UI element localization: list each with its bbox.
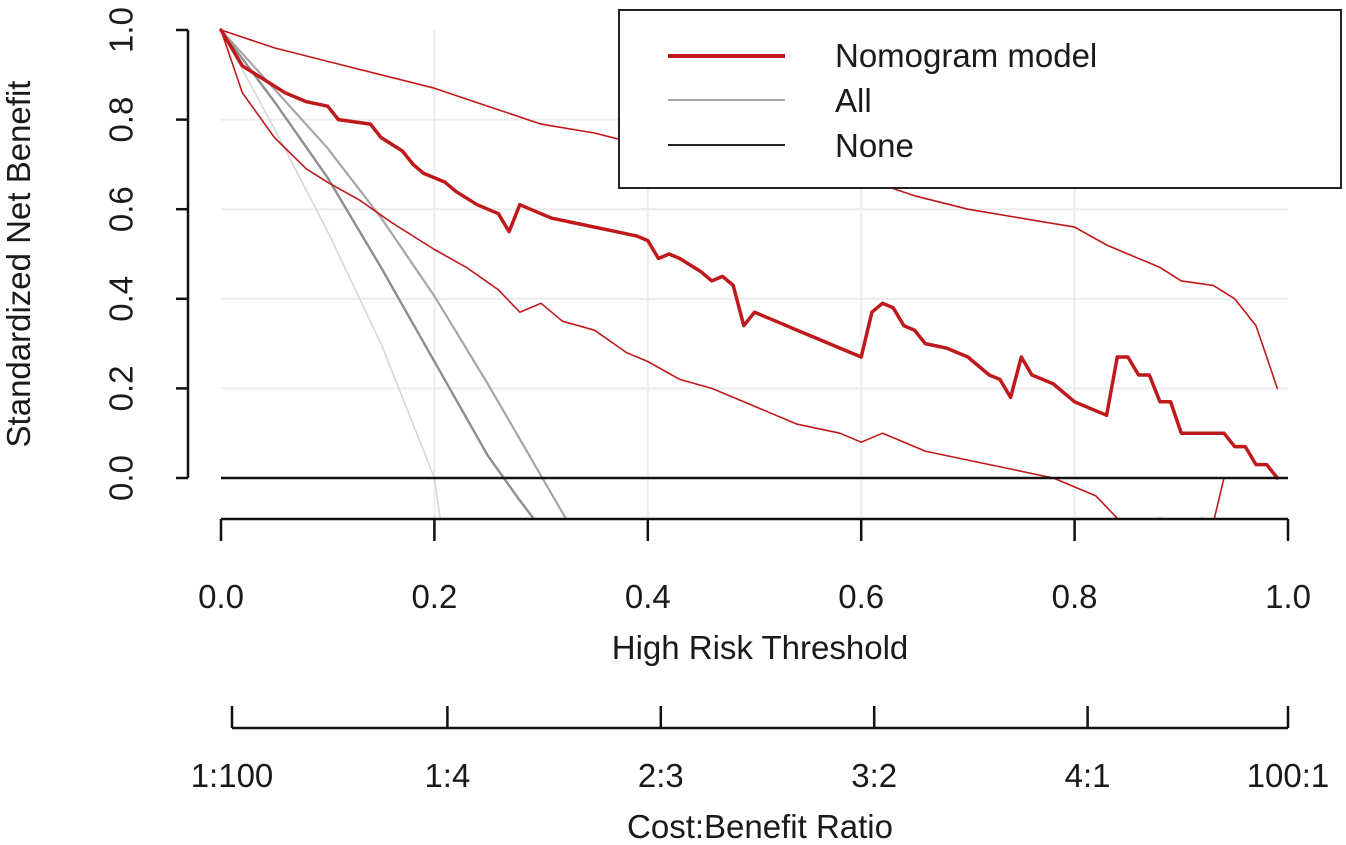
legend: Nomogram model All None [618,9,1342,189]
series-nomogram-model [219,28,1280,480]
cost-benefit-tick-label-1: 1:4 [424,757,470,794]
cost-benefit-tick-label-4: 4:1 [1065,757,1111,794]
x-tick-label-1: 0.2 [411,578,457,615]
legend-label-all: All [835,82,872,119]
legend-label-nomogram: Nomogram model [835,37,1097,74]
y-tick-label-5: 1.0 [103,7,140,53]
cost-benefit-tick-label-5: 100:1 [1247,757,1330,794]
cost-benefit-tick-label-2: 2:3 [638,757,684,794]
cost-benefit-tick-label-3: 3:2 [851,757,897,794]
x-tick-label-4: 0.8 [1052,578,1098,615]
x-tick-label-3: 0.6 [838,578,884,615]
series-all-lower-bound [219,28,536,519]
axes: 0.0 0.2 0.4 0.6 0.8 1.0 0.0 0.2 0.4 0.6 0.8 1.0 1:10… [103,7,1330,794]
series-all-upper-bound [220,29,442,519]
cost-benefit-tick-label-0: 1:100 [191,757,274,794]
series-all [219,28,568,519]
x-tick-label-2: 0.4 [625,578,671,615]
x-axis-title: High Risk Threshold [612,629,909,666]
y-tick-label-0: 0.0 [103,455,140,501]
series-nomogram-model-lower-ci [220,29,1225,519]
x-tick-label-5: 1.0 [1265,578,1311,615]
y-tick-label-4: 0.8 [103,97,140,143]
cost-benefit-axis-title: Cost:Benefit Ratio [627,808,893,845]
x-tick-label-0: 0.0 [198,578,244,615]
legend-label-none: None [835,127,914,164]
y-tick-label-2: 0.4 [103,276,140,322]
y-tick-label-3: 0.6 [103,186,140,232]
y-axis-title: Standardized Net Benefit [0,81,37,448]
y-tick-label-1: 0.2 [103,365,140,411]
